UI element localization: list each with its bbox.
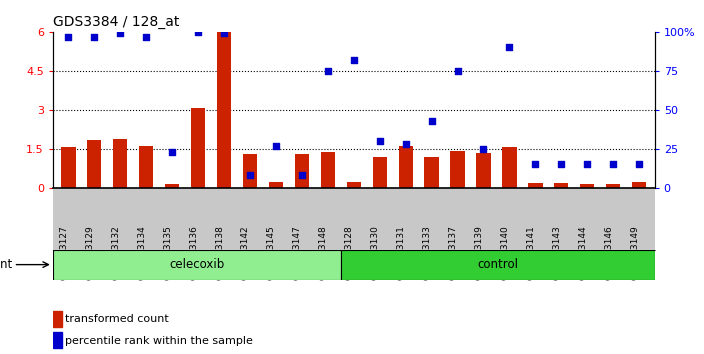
Point — [426, 118, 437, 124]
Point — [400, 141, 411, 147]
Bar — [269, 182, 283, 188]
Text: GDS3384 / 128_at: GDS3384 / 128_at — [53, 16, 180, 29]
Point — [608, 161, 619, 167]
Bar — [53, 250, 341, 280]
Bar — [53, 311, 62, 327]
Bar — [606, 184, 620, 188]
Point — [89, 34, 100, 39]
Text: agent: agent — [0, 258, 12, 271]
Text: control: control — [477, 258, 518, 271]
Bar — [502, 147, 517, 188]
Point — [504, 45, 515, 50]
Bar — [580, 184, 594, 188]
Bar — [372, 157, 386, 188]
Point — [167, 149, 178, 155]
Bar — [217, 32, 231, 188]
Bar — [528, 183, 543, 188]
Bar — [321, 152, 335, 188]
Text: celecoxib: celecoxib — [169, 258, 225, 271]
Bar — [139, 145, 153, 188]
Bar — [346, 182, 361, 188]
Bar — [191, 108, 206, 188]
Point — [555, 161, 567, 167]
Bar — [398, 146, 413, 188]
Bar — [425, 157, 439, 188]
Bar — [53, 332, 62, 348]
Point — [270, 143, 282, 148]
Bar — [295, 154, 309, 188]
Point — [115, 30, 126, 36]
Point — [478, 146, 489, 152]
Point — [192, 29, 203, 35]
Bar — [165, 184, 180, 188]
Bar — [554, 183, 568, 188]
Point — [452, 68, 463, 74]
Bar — [341, 250, 655, 280]
Bar — [632, 182, 646, 188]
Point — [141, 34, 152, 39]
Point — [322, 68, 334, 74]
Point — [374, 138, 385, 144]
Bar — [477, 153, 491, 188]
Bar — [61, 147, 75, 188]
Point — [529, 161, 541, 167]
Point — [296, 172, 308, 178]
Point — [218, 30, 230, 36]
Bar — [87, 141, 101, 188]
Point — [244, 172, 256, 178]
Point — [348, 57, 360, 63]
Point — [634, 161, 645, 167]
Text: percentile rank within the sample: percentile rank within the sample — [65, 336, 253, 346]
Bar — [113, 139, 127, 188]
Point — [582, 161, 593, 167]
Point — [63, 34, 74, 39]
Text: transformed count: transformed count — [65, 314, 169, 325]
Bar — [451, 151, 465, 188]
Bar — [243, 154, 257, 188]
